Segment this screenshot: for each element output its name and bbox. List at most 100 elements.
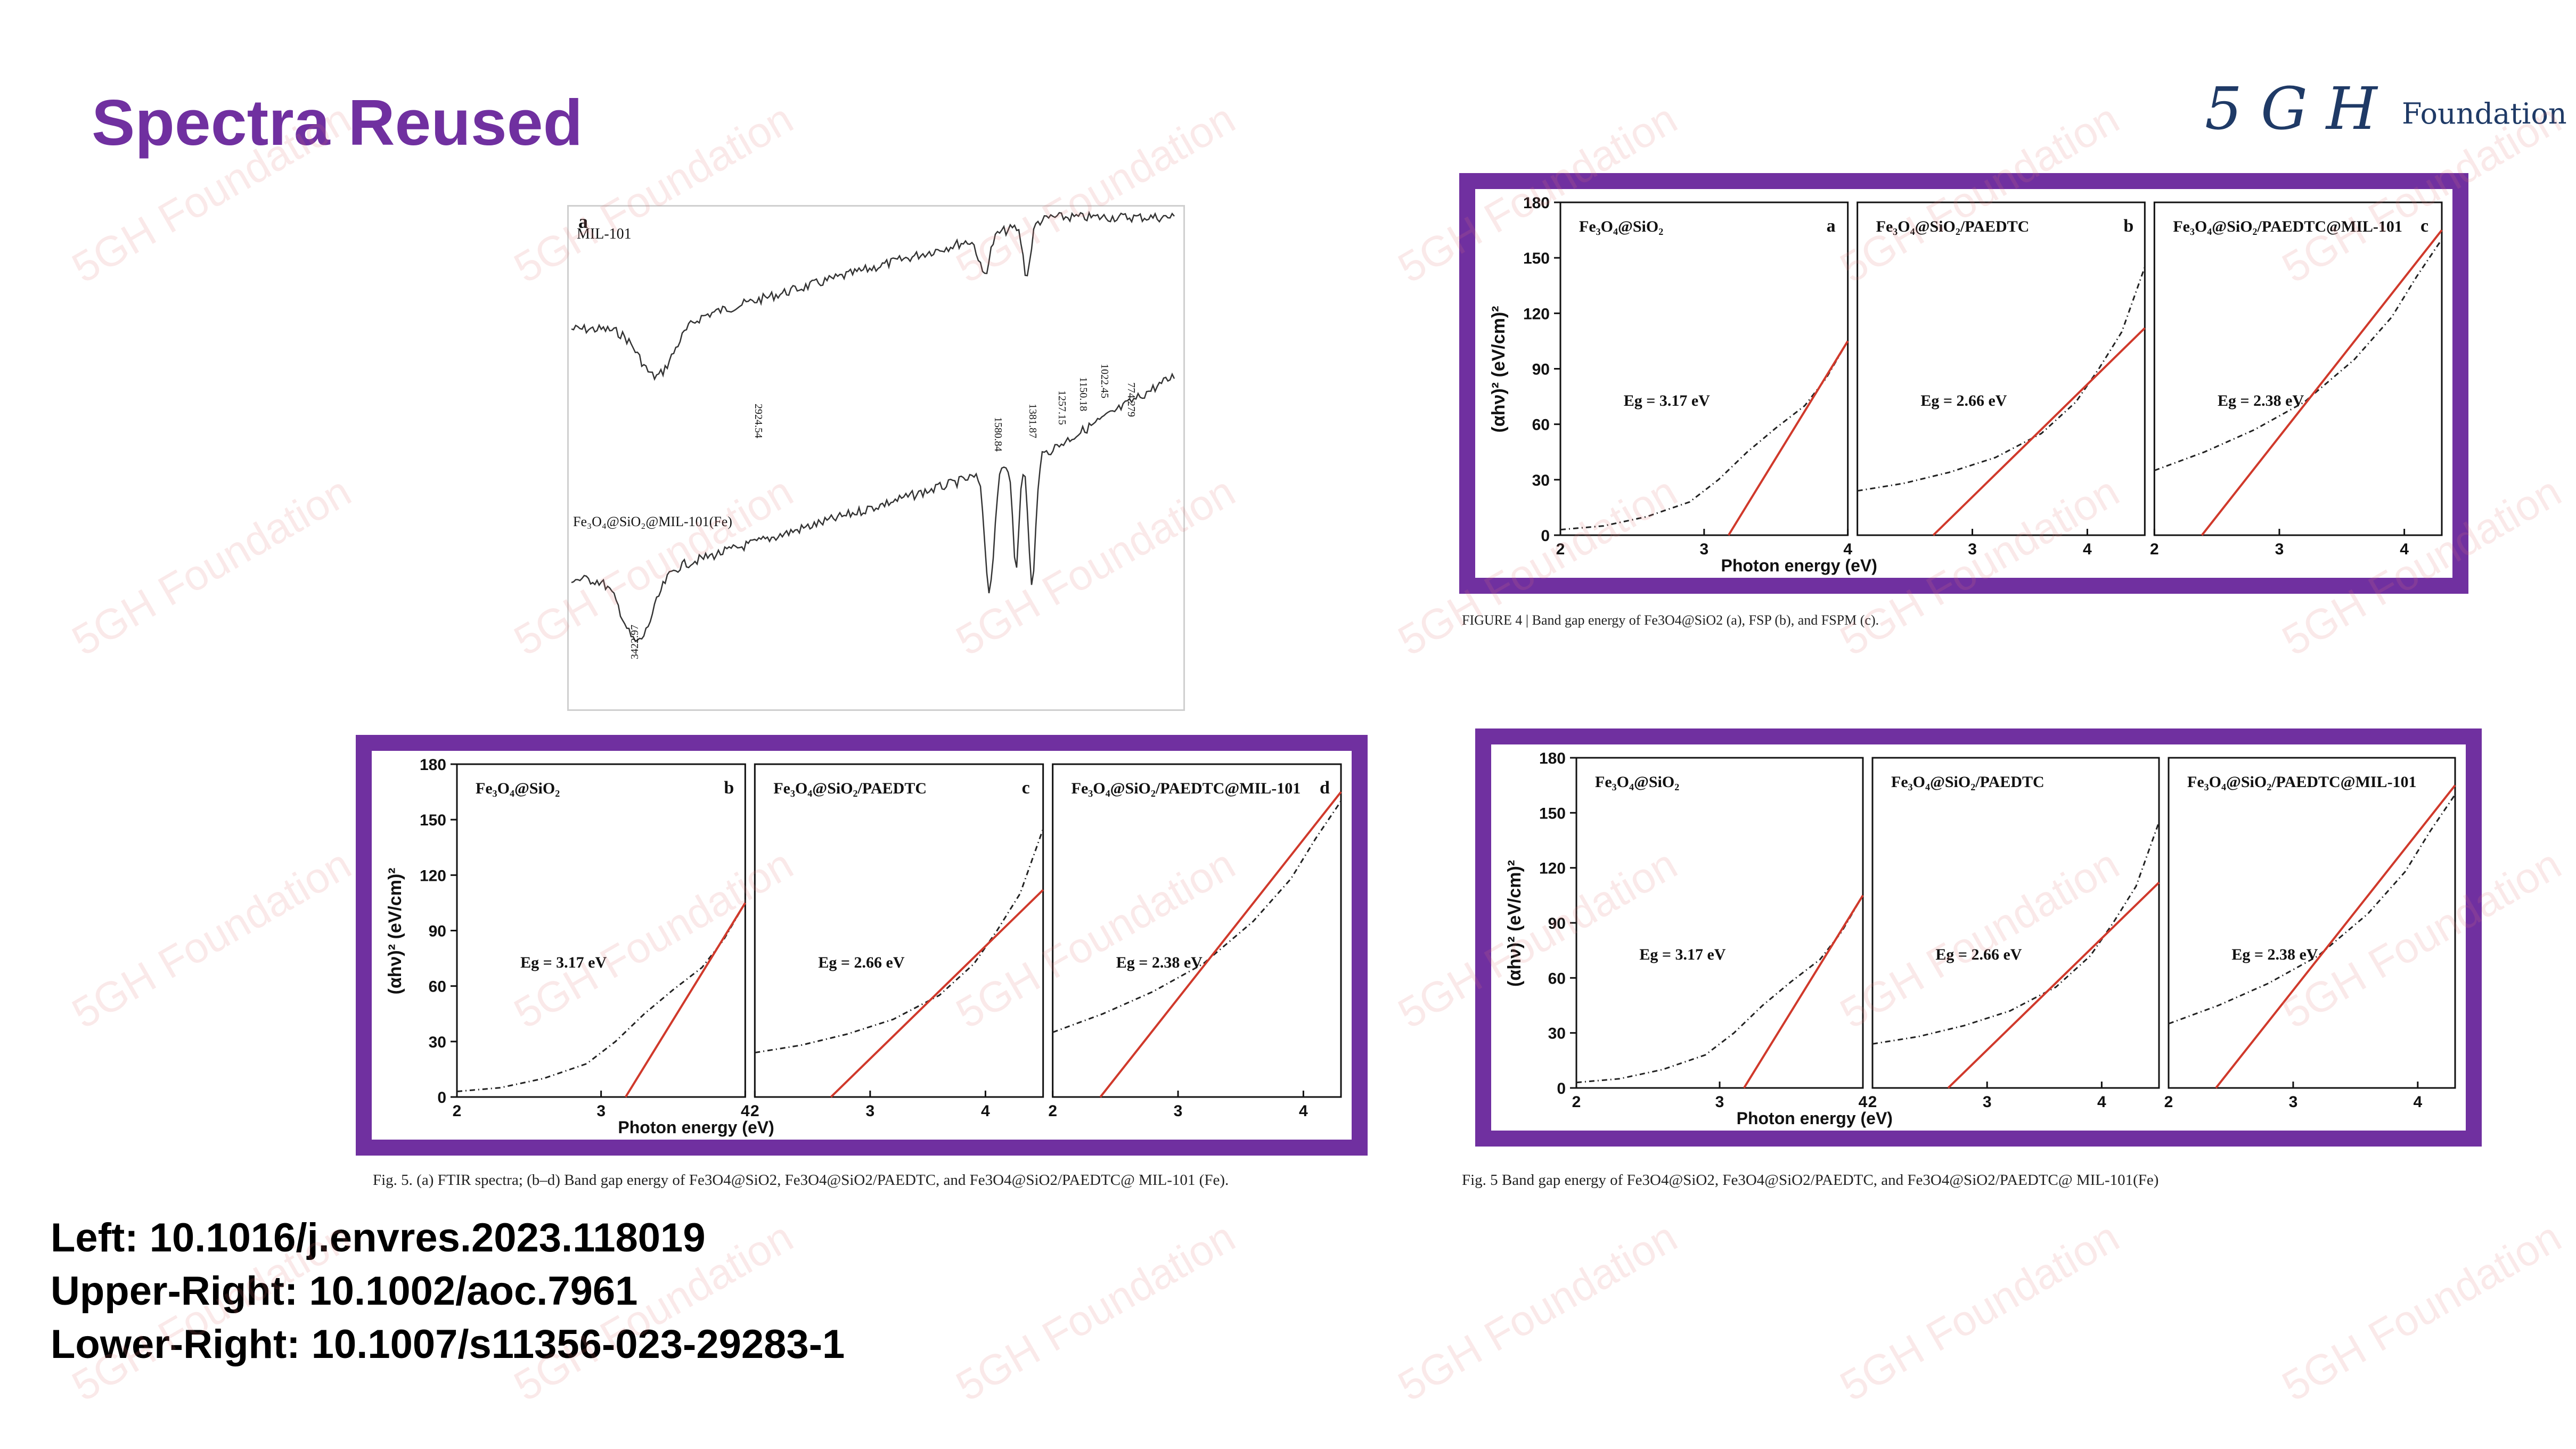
y-tick-label: 180: [1539, 750, 1566, 767]
doi-upper-right: Upper-Right: 10.1002/aoc.7961: [51, 1268, 638, 1314]
peak-label: 3422.97: [629, 625, 641, 659]
left-bandgap-chart: (αhν)² (eV/cm)² 0 30 60 90 120 150 180 2 3 4 Fe₃O₄@…: [385, 756, 1342, 1137]
bandgap-subplot: 2 3 4 Fe₃O₄@SiO₂/PAEDTC Eg = 2.66 eV c: [750, 763, 1044, 1120]
lower-right-figure-caption: Fig. 5 Band gap energy of Fe3O4@SiO2, Fe…: [1462, 1172, 2159, 1189]
x-tick-label: 4: [1843, 541, 1852, 558]
eg-value-label: Eg = 3.17 eV: [1639, 946, 1725, 963]
x-tick-label: 2: [750, 1102, 759, 1120]
x-tick-label: 4: [2083, 541, 2092, 558]
absorption-curve: [2154, 239, 2443, 471]
y-tick-label: 150: [1523, 250, 1550, 267]
bandgap-subplot: 2 3 4 Fe₃O₄@SiO₂/PAEDTC@MIL-101 Eg = 2.38 eV…: [1048, 763, 1342, 1120]
x-tick-label: 3: [596, 1102, 606, 1120]
y-tick-label: 120: [1539, 860, 1566, 878]
y-axis-label: (αhν)² (eV/cm)²: [385, 867, 405, 994]
x-tick-label: 3: [1983, 1093, 1992, 1111]
tangent-fit-line: [624, 902, 747, 1098]
bandgap-subplot: 2 3 4 Fe₃O₄@SiO₂/PAEDTC@MIL-101 Eg = 2.38 eV: [2164, 757, 2456, 1111]
x-tick-label: 2: [2164, 1093, 2173, 1111]
eg-value-label: Eg = 2.38 eV: [2231, 946, 2318, 963]
bandgap-subplot: 2 3 4 Fe₃O₄@SiO₂/PAEDTC@MIL-101 Eg = 2.38 eV…: [2150, 201, 2443, 558]
x-tick-label: 4: [741, 1102, 750, 1120]
upper-right-figure-caption: FIGURE 4 | Band gap energy of Fe3O4@SiO2…: [1462, 612, 1879, 628]
x-tick-label: 3: [1699, 541, 1708, 558]
eg-value-label: Eg = 2.66 eV: [818, 954, 904, 971]
watermark: 5GH Foundation: [64, 840, 359, 1037]
subplot-letter-label: b: [2123, 216, 2133, 236]
logo-text: Foundation: [2402, 97, 2567, 130]
lower-right-bandgap-figure: (αhν)² (eV/cm)² 0 30 60 90 120 150 180 2 3 4 Fe₃O₄@…: [1475, 728, 2482, 1147]
sample-name-label: Fe₃O₄@SiO₂/PAEDTC: [1891, 773, 2045, 791]
tangent-fit-line: [1947, 881, 2160, 1089]
x-tick-label: 4: [2400, 541, 2409, 558]
ftir-spectra-panel: a MIL-101 Fe₃O₄@SiO₂@MIL-101(Fe) 2924.54 158…: [567, 205, 1185, 711]
y-tick-label: 0: [437, 1089, 446, 1107]
x-axis-label: Photon energy (eV): [1737, 1109, 1893, 1128]
peak-label: 1257.15: [1056, 390, 1068, 425]
subplot-letter-label: d: [1320, 778, 1330, 798]
tangent-fit-line: [1099, 791, 1342, 1098]
y-tick-label: 0: [1541, 527, 1550, 545]
bandgap-subplot: 3 4 Fe₃O₄@SiO₂/PAEDTC Eg = 2.66 eV b: [1857, 201, 2146, 558]
peak-label: 1381.87: [1027, 404, 1038, 438]
sample-name-label: Fe₃O₄@SiO₂/PAEDTC: [773, 780, 927, 797]
doi-left: Left: 10.1016/j.envres.2023.118019: [51, 1215, 706, 1260]
eg-value-label: Eg = 3.17 eV: [520, 954, 607, 971]
doi-lower-right: Lower-Right: 10.1007/s11356-023-29283-1: [51, 1322, 845, 1367]
absorption-curve: [1560, 340, 1849, 531]
watermark: 5GH Foundation: [948, 1213, 1243, 1410]
plot-frame: [1871, 757, 2160, 1089]
tangent-fit-line: [2215, 784, 2456, 1089]
y-axis-label: (αhν)² (eV/cm)²: [1489, 306, 1509, 432]
series-label-composite: Fe₃O₄@SiO₂@MIL-101(Fe): [573, 514, 732, 529]
sample-name-label: Fe₃O₄@SiO₂: [1595, 773, 1679, 791]
sample-name-label: Fe₃O₄@SiO₂: [1579, 218, 1663, 235]
sample-name-label: Fe₃O₄@SiO₂: [476, 780, 560, 797]
y-tick-label: 30: [429, 1034, 446, 1051]
eg-value-label: Eg = 2.66 eV: [1935, 946, 2022, 963]
y-tick-label: 0: [1557, 1080, 1566, 1098]
plot-frame: [456, 763, 746, 1098]
absorption-curve: [1872, 822, 2160, 1045]
absorption-curve: [755, 828, 1044, 1054]
x-tick-label: 4: [1859, 1093, 1868, 1111]
y-tick-label: 30: [1532, 472, 1550, 489]
x-tick-label: 3: [1174, 1102, 1183, 1120]
y-axis-label: (αhν)² (eV/cm)²: [1504, 860, 1525, 987]
tangent-fit-line: [830, 889, 1044, 1098]
plot-frame: [1575, 757, 1864, 1089]
logo-mark: 5 G H: [2205, 75, 2377, 143]
y-tick-label: 180: [1523, 194, 1550, 212]
subplot-letter-label: b: [724, 778, 734, 798]
x-tick-label: 4: [1299, 1102, 1308, 1120]
y-tick-label: 60: [1548, 970, 1566, 987]
x-tick-label: 2: [1572, 1093, 1581, 1111]
x-axis-label: Photon energy (eV): [618, 1118, 774, 1137]
x-axis-label: Photon energy (eV): [1721, 556, 1877, 575]
peak-label: 1150.18: [1077, 377, 1089, 411]
eg-value-label: Eg = 2.38 eV: [2218, 392, 2304, 410]
y-tick-label: 120: [420, 867, 446, 885]
absorption-curve: [1576, 895, 1864, 1084]
plot-frame: [2168, 757, 2456, 1089]
absorption-curve: [1857, 266, 2146, 492]
x-tick-label: 3: [2289, 1093, 2298, 1111]
plot-frame: [1559, 201, 1849, 536]
x-tick-label: 2: [1556, 541, 1565, 558]
plot-frame: [2153, 201, 2443, 536]
eg-value-label: Eg = 2.66 eV: [1920, 392, 2007, 410]
left-figure-caption: Fig. 5. (a) FTIR spectra; (b–d) Band gap…: [373, 1172, 1229, 1189]
subplot-letter-label: c: [1022, 778, 1030, 798]
x-tick-label: 2: [2150, 541, 2159, 558]
plot-frame: [754, 763, 1044, 1098]
absorption-curve: [456, 902, 746, 1093]
tangent-fit-line: [1743, 895, 1864, 1089]
x-tick-label: 4: [2097, 1093, 2106, 1111]
sample-name-label: Fe₃O₄@SiO₂/PAEDTC: [1876, 218, 2030, 235]
y-tick-label: 150: [1539, 805, 1566, 822]
bandgap-subplot: 0 30 60 90 120 150 180 2 3 4 Fe₃O₄@SiO₂ Eg = 3.17 e…: [1523, 194, 1852, 558]
lower-right-bandgap-chart: (αhν)² (eV/cm)² 0 30 60 90 120 150 180 2 3 4 Fe₃O₄@…: [1504, 750, 2456, 1128]
eg-value-label: Eg = 2.38 eV: [1116, 954, 1203, 971]
y-tick-label: 180: [420, 756, 446, 774]
